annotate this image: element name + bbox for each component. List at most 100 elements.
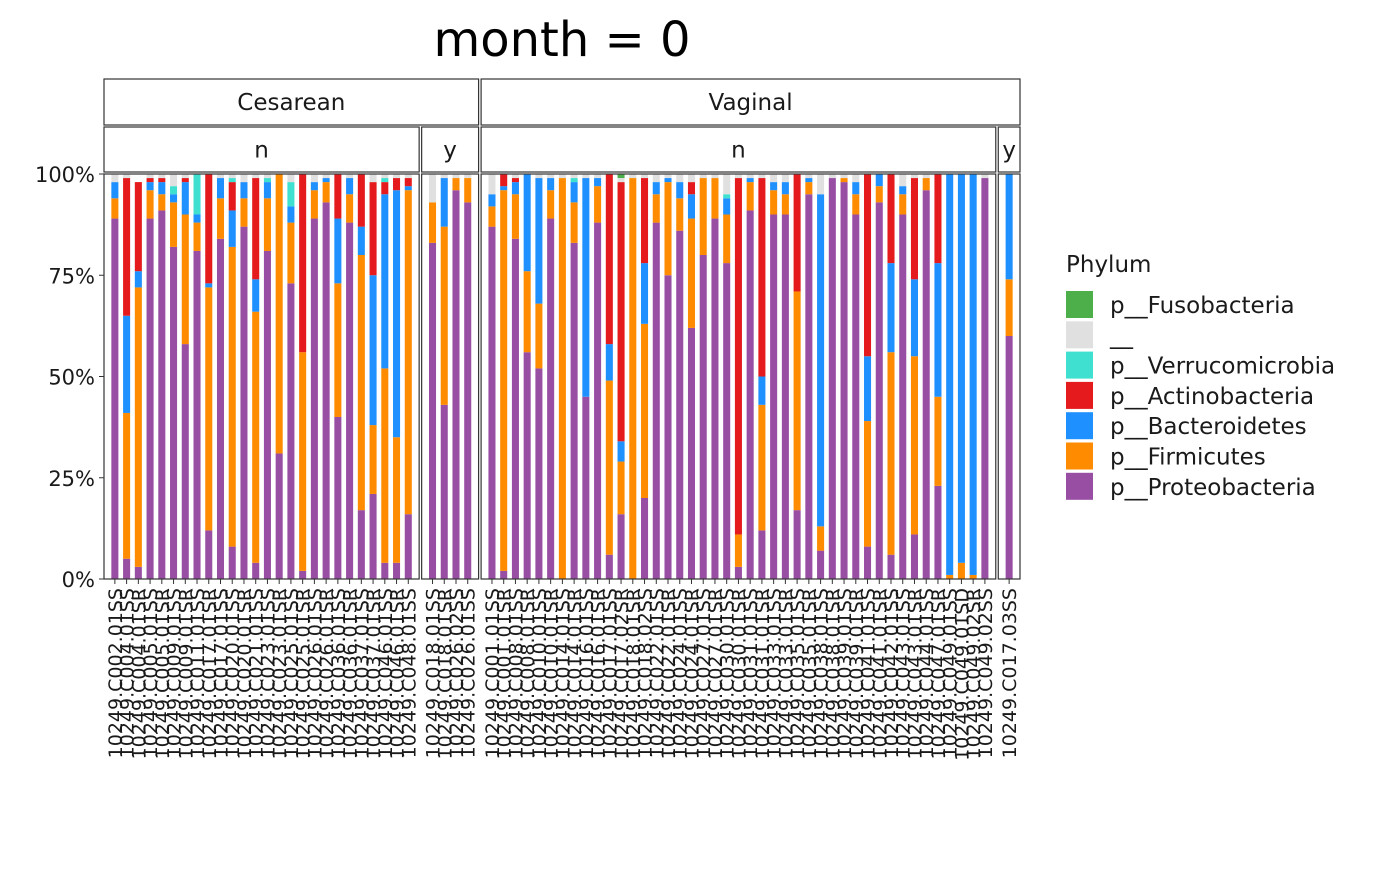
- x-tick-label: 10249.C031.01SR: [752, 588, 774, 760]
- x-tick-label: 10249.C010.01SR: [541, 588, 563, 760]
- bar-segment-pbacteroidetes: [547, 178, 555, 191]
- bar-segment-pproteobacteria: [369, 493, 377, 579]
- x-tick-label: 10249.C048.01SS: [398, 588, 420, 758]
- x-tick-label: 10249.C018.01SR: [623, 588, 645, 760]
- y-tick-label: 25%: [48, 467, 95, 491]
- bar-segment-pactinobacteria: [146, 178, 154, 183]
- x-tick-label: 10249.C039.01SR: [846, 588, 868, 760]
- facet-panel-cesarean-y: y 10249.C018.01SS10249.C018.01SR10249.C02…: [421, 126, 480, 760]
- bar-segment-pfirmicutes: [676, 198, 684, 231]
- bar-segment-pbacteroidetes: [369, 275, 377, 426]
- bar-segment-pproteobacteria: [899, 214, 907, 579]
- bar-segment-pproteobacteria: [252, 562, 260, 579]
- bar-segment-pproteobacteria: [452, 190, 460, 579]
- bar-segment-pproteobacteria: [404, 514, 412, 579]
- legend-item: p__Verrucomicrobia: [1066, 351, 1335, 380]
- bar-segment-pbacteroidetes: [852, 182, 860, 195]
- x-tick-label: 10249.C008.01SS: [505, 588, 527, 758]
- bar-segment-pproteobacteria: [511, 238, 519, 580]
- bar-segment-: [852, 174, 860, 183]
- x-tick-label: 10249.C009.01SS: [164, 588, 186, 758]
- bar-segment-pbacteroidetes: [193, 214, 201, 223]
- bar-segment-pfirmicutes: [369, 425, 377, 494]
- bar-segment-: [111, 174, 119, 183]
- bar-segment-: [158, 174, 166, 179]
- bar-segment-: [594, 174, 602, 179]
- bar-segment-pbacteroidetes: [111, 182, 119, 199]
- legend-swatch: [1066, 472, 1093, 500]
- bar-segment-pfirmicutes: [452, 178, 460, 191]
- bar-segment-pbacteroidetes: [817, 194, 825, 527]
- bar-segment-pbacteroidetes: [228, 210, 236, 247]
- bar-segment-pfirmicutes: [793, 291, 801, 511]
- bar-segment-pbacteroidetes: [875, 174, 883, 187]
- bar-segment-pfirmicutes: [687, 218, 696, 328]
- facet-strip-sub: [421, 126, 480, 173]
- bar-segment-pfirmicutes: [205, 287, 213, 531]
- bar-segment-pfirmicutes: [910, 356, 918, 535]
- bar-segment-pbacteroidetes: [746, 178, 754, 183]
- bar-segment-pfirmicutes: [817, 526, 825, 551]
- bar-segment-pproteobacteria: [594, 222, 602, 579]
- bar-segment-: [641, 174, 649, 179]
- bar-segment-pproteobacteria: [805, 194, 813, 579]
- bar-segment-: [440, 174, 448, 179]
- bar-segment-pbacteroidetes: [158, 182, 166, 195]
- x-tick-label: 10249.C033.01SR: [775, 588, 797, 760]
- bar-segment-pbacteroidetes: [946, 174, 954, 575]
- x-tick-label: 10249.C023.01SS: [257, 588, 279, 758]
- legend-title: Phylum: [1066, 252, 1151, 278]
- bar-segment-pactinobacteria: [357, 174, 365, 227]
- bar-segment-pfirmicutes: [240, 198, 248, 227]
- bar-segment-pbacteroidetes: [511, 182, 519, 195]
- bar-segment-pactinobacteria: [887, 174, 895, 264]
- bar-segment-pproteobacteria: [910, 534, 918, 579]
- x-tick-label: 10249.C038.01SR: [822, 588, 844, 760]
- bar-segment-pbacteroidetes: [357, 226, 365, 255]
- bar-segment-pproteobacteria: [322, 202, 330, 579]
- x-tick-label: 10249.C035.01SS: [787, 588, 809, 758]
- legend: Phylum p__Fusobacteria __ p__Verrucomicrob…: [1066, 252, 1335, 501]
- bar-segment-: [981, 174, 989, 179]
- bar-segment-pverrucomicrobia: [193, 174, 201, 215]
- bar-segment-pactinobacteria: [299, 174, 307, 353]
- bar-segment-pfirmicutes: [852, 194, 860, 215]
- bar-segment-pactinobacteria: [404, 178, 412, 187]
- panel-border: [421, 173, 480, 580]
- legend-swatch: [1066, 351, 1093, 379]
- bar-segment-pfirmicutes: [746, 182, 754, 211]
- bar-segment-: [558, 174, 566, 179]
- bar-segment-pproteobacteria: [652, 222, 660, 579]
- bar-segment-pfirmicutes: [922, 178, 930, 191]
- x-tick-label: 10249.C017.02SR: [611, 588, 633, 760]
- bar-segment-pactinobacteria: [181, 178, 189, 183]
- bar-segment-pbacteroidetes: [346, 178, 354, 195]
- x-tick-label: 10249.C026.01SS: [458, 588, 480, 758]
- bar-segment-: [582, 174, 590, 179]
- x-tick-label: 10249.C036.01SS: [328, 588, 350, 758]
- legend-swatch: [1066, 381, 1093, 409]
- legend-swatch: [1066, 291, 1093, 318]
- x-tick-label: 10249.C039.01SS: [834, 588, 856, 758]
- x-tick-label: 10249.C005.01SR: [152, 588, 174, 760]
- legend-label: p__Verrucomicrobia: [1110, 354, 1335, 380]
- facet-strip-label: Vaginal: [709, 90, 793, 116]
- legend-label: p__Bacteroidetes: [1110, 414, 1307, 440]
- x-tick-label: 10249.C033.01SS: [764, 588, 786, 758]
- bar-segment-pactinobacteria: [641, 178, 649, 264]
- x-tick-label: 10249.C025.01SR: [293, 588, 315, 760]
- legend-swatch: [1066, 442, 1093, 470]
- bar-segment-pbacteroidetes: [723, 198, 731, 215]
- bar-segment-pproteobacteria: [123, 558, 131, 579]
- bar-segment-pfirmicutes: [723, 214, 731, 264]
- bar-segment-pproteobacteria: [676, 230, 684, 579]
- bar-segment-pbacteroidetes: [393, 190, 401, 438]
- bar-segment-pfirmicutes: [346, 194, 354, 223]
- bar-segment-pproteobacteria: [875, 202, 883, 579]
- bar-segment-pproteobacteria: [981, 178, 989, 580]
- bar-segment-pproteobacteria: [287, 283, 295, 579]
- bar-segment-pproteobacteria: [664, 275, 672, 579]
- legend-item: p__Firmicutes: [1066, 442, 1266, 471]
- bar-segment-pfirmicutes: [158, 194, 166, 211]
